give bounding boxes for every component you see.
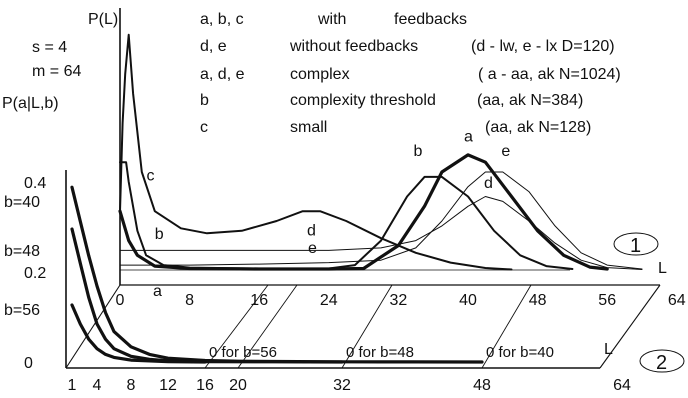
front-y-tick-label: 0 (24, 355, 33, 372)
front-x-tick-label: 1 (68, 377, 77, 394)
front-x-tick-label: 16 (196, 377, 214, 394)
front-x-tick-label: 48 (473, 377, 491, 394)
depth-line-16 (204, 284, 269, 369)
front-panel-marker: 2 (639, 349, 685, 374)
front-x-tick-label: 8 (127, 377, 136, 394)
legend-desc: with (317, 11, 346, 28)
back-x-tick-label: 0 (116, 292, 125, 309)
back-x-tick-label: 40 (459, 292, 477, 309)
marker-text: 1 (630, 235, 641, 257)
front-x-tick-label: 12 (159, 377, 177, 394)
front-series-label-b=48: b=48 (4, 243, 40, 260)
back-x-tick-label: 48 (529, 292, 547, 309)
marker-ellipse (613, 232, 659, 256)
back-x-tick-label: 8 (185, 292, 194, 309)
zero-label: 0 for b=40 (486, 344, 554, 361)
back-series-label-e: e (501, 143, 510, 160)
legend-key: d, e (200, 38, 227, 55)
back-series-label-b: b (414, 143, 423, 160)
front-y-ticks: 0 0.2 0.4 (24, 175, 46, 372)
back-series-label-extra-e: e (308, 240, 317, 257)
back-x-tick-label: 16 (250, 292, 268, 309)
depth-line-20 (237, 284, 298, 369)
param-m: m = 64 (32, 63, 81, 80)
legend-desc: complex (290, 66, 350, 83)
back-series-d (119, 196, 643, 270)
front-series-label-b=40: b=40 (4, 194, 40, 211)
front-series-layer (70, 185, 484, 364)
back-series-label-extra-d: d (307, 223, 316, 240)
legend: a, b, c with feedbacks d, e without feed… (200, 11, 621, 136)
legend-extra: (aa, ak N=128) (485, 119, 591, 136)
back-series-label-d: d (484, 175, 493, 192)
back-series-a (118, 153, 609, 271)
back-series-label-a: a (464, 129, 473, 146)
legend-row-5: c small (aa, ak N=128) (200, 119, 591, 136)
legend-row-4: b complexity threshold (aa, ak N=384) (200, 92, 583, 109)
back-x-tick-label: 24 (320, 292, 338, 309)
y-label-top: P(L) (88, 11, 118, 28)
front-series-labels: b=40 b=48 b=56 (4, 194, 40, 319)
back-series-label-c: c (146, 168, 154, 185)
depth-line-32 (341, 284, 393, 369)
y-label-bottom: P(a|L,b) (2, 95, 59, 112)
legend-desc-2: feedbacks (394, 11, 467, 28)
back-x-axis-label: L (658, 260, 667, 277)
legend-key: a, b, c (200, 11, 244, 28)
param-s: s = 4 (32, 39, 67, 56)
back-series-c (119, 33, 513, 271)
legend-desc: small (290, 119, 327, 136)
front-x-tick-label: 4 (93, 377, 102, 394)
front-series-label-b=56: b=56 (4, 302, 40, 319)
legend-desc: without feedbacks (289, 38, 418, 55)
depth-axis-origin (65, 284, 121, 369)
frame (65, 8, 661, 369)
front-series-b=48 (70, 227, 344, 364)
back-x-tick-label: 56 (598, 292, 616, 309)
back-series-b (119, 161, 574, 270)
legend-key: b (200, 92, 209, 109)
front-x-tick-label: 20 (229, 377, 247, 394)
legend-desc: complexity threshold (290, 92, 436, 109)
front-x-axis-label: L (604, 341, 613, 358)
front-y-tick-label: 0.4 (24, 175, 46, 192)
legend-extra: (aa, ak N=384) (477, 92, 583, 109)
legend-extra: (d - lw, e - lx D=120) (471, 38, 615, 55)
front-y-tick-label: 0.2 (24, 265, 46, 282)
legend-key: a, d, e (200, 66, 245, 83)
legend-row-3: a, d, e complex ( a - aa, ak N=1024) (200, 66, 621, 83)
legend-key: c (200, 119, 208, 136)
back-panel-marker: 1 (613, 232, 659, 257)
depth-line-48 (481, 284, 532, 369)
marker-text: 2 (656, 352, 667, 374)
legend-row-1: a, b, c with feedbacks (200, 11, 467, 28)
back-x-ticks: 0 8 16 24 32 40 48 56 64 (116, 292, 686, 309)
depth-axis-end (599, 284, 661, 369)
back-series-label-extra-a: a (153, 283, 162, 300)
front-x-tick-label: 32 (333, 377, 351, 394)
marker-ellipse (639, 349, 685, 373)
zero-label: 0 for b=56 (209, 344, 277, 361)
legend-extra: ( a - aa, ak N=1024) (478, 66, 621, 83)
zero-label: 0 for b=48 (346, 344, 414, 361)
back-series-label-extra-b: b (155, 226, 164, 243)
back-x-tick-label: 32 (390, 292, 408, 309)
back-x-tick-label: 64 (668, 292, 686, 309)
back-series-layer (118, 33, 643, 271)
legend-row-2: d, e without feedbacks (d - lw, e - lx D… (200, 38, 615, 55)
back-series-e (119, 171, 643, 270)
front-series-b=56 (70, 303, 207, 364)
front-x-tick-label: 64 (613, 377, 631, 394)
front-x-ticks: 1 4 8 12 16 20 32 48 64 (68, 377, 631, 394)
zero-labels: 0 for b=56 0 for b=48 0 for b=40 (209, 344, 554, 361)
